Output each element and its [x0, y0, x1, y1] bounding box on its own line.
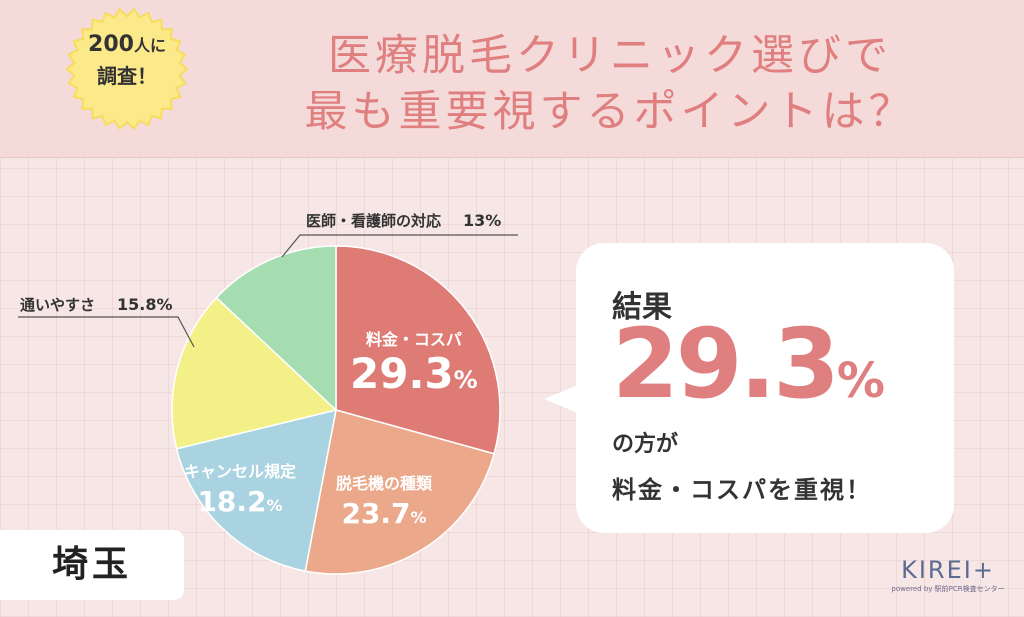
label-s0: 料金・コスパ 29.3% [350, 330, 478, 398]
badge-line1: 200人に [88, 32, 166, 57]
label-s3: 通いやすさ 15.8% [20, 295, 173, 314]
pie-chart [18, 234, 518, 575]
pie-slice-4 [215, 245, 337, 412]
survey-badge: 200人に 調査！ [66, 8, 188, 130]
badge-starburst-icon [66, 8, 188, 130]
title-line2: 最も重要視するポイントは？ [304, 87, 916, 137]
brand-logo: KIREI+ powered by 駅前PCR検査センター [882, 556, 1014, 594]
region-label: 埼玉 [0, 530, 184, 600]
bubble-tail [544, 385, 578, 413]
pie-slice-2 [175, 408, 337, 572]
result-line1: の方が [612, 432, 679, 457]
leader-line-s4 [281, 234, 518, 258]
result-value: 29.3% [612, 308, 885, 420]
leader-line-s3 [18, 316, 195, 348]
title-line1: 医療脱毛クリニック選びで [328, 31, 892, 81]
pie-slice-3 [171, 296, 338, 450]
result-bubble [576, 243, 954, 533]
label-s1: 脱毛機の種類 23.7% [336, 474, 433, 530]
logo-name: KIREI+ [901, 556, 995, 584]
pie-slice-0 [335, 245, 501, 455]
page-title: 医療脱毛クリニック選びで 最も重要視するポイントは？ [230, 28, 990, 140]
label-s2: キャンセル規定 18.2% [184, 462, 297, 518]
badge-text: 200人に 調査！ [66, 30, 188, 91]
result-line2: 料金・コスパを重視！ [612, 476, 872, 504]
pie-slice-1 [304, 409, 495, 575]
header: 200人に 調査！ 医療脱毛クリニック選びで 最も重要視するポイントは？ [0, 0, 1024, 158]
badge-line2: 調査！ [97, 64, 157, 88]
result-label: 結果 [612, 290, 672, 325]
logo-sub: powered by 駅前PCR検査センター [891, 585, 1005, 593]
label-s4: 医師・看護師の対応 13% [306, 211, 502, 230]
